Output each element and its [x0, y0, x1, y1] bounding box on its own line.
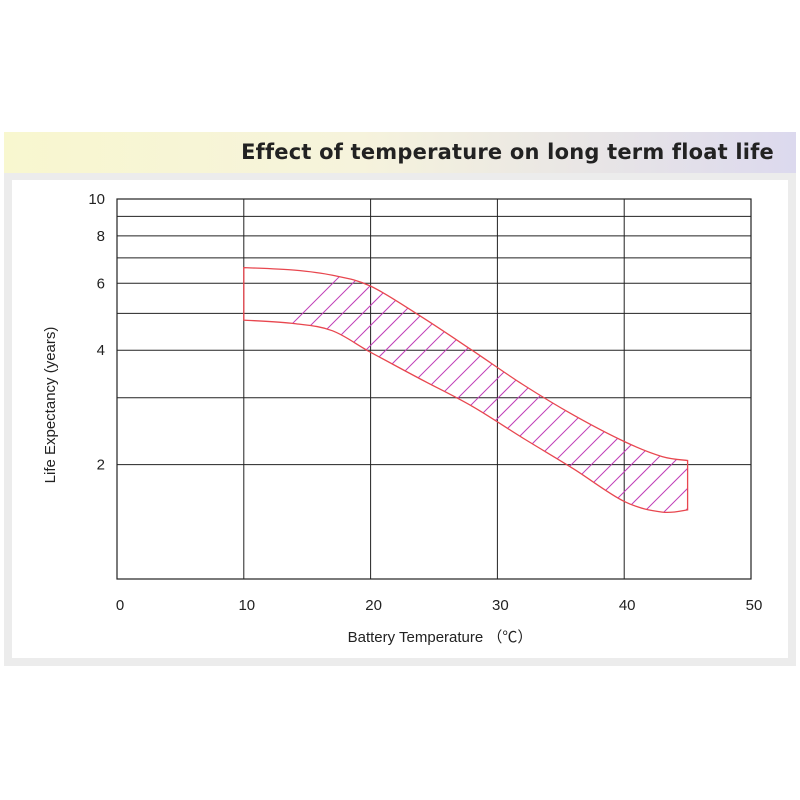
hatch-line	[243, 267, 638, 513]
hatch-line	[243, 267, 678, 513]
x-tick-label: 40	[619, 597, 636, 614]
hatch-line	[296, 267, 688, 513]
hatch-line	[516, 267, 688, 513]
hatch-line	[243, 267, 658, 513]
hatch-line	[243, 267, 558, 513]
hatch-line	[396, 267, 688, 513]
band-hatch	[243, 199, 800, 699]
hatch-line	[777, 199, 800, 699]
tick-labels: 0 10 20 30 40 50 2 4 6 8 10	[88, 191, 762, 614]
y-tick-label: 2	[97, 457, 105, 474]
hatch-line	[496, 267, 688, 513]
hatch-line	[336, 267, 688, 513]
hatch-line	[436, 267, 688, 513]
x-tick-label: 10	[238, 597, 255, 614]
hatch-line	[243, 267, 538, 513]
chart-title: Effect of temperature on long term float…	[241, 140, 774, 164]
hatch-line	[243, 267, 518, 513]
hatch-line	[256, 267, 688, 513]
life-expectancy-band	[243, 199, 800, 699]
plot-background	[12, 180, 788, 658]
x-tick-label: 0	[116, 597, 124, 614]
hatch-line	[243, 267, 418, 513]
x-axis-label: Battery Temperature （℃）	[348, 629, 533, 646]
hatch-line	[316, 267, 688, 513]
x-tick-label: 50	[746, 597, 763, 614]
y-tick-label: 8	[97, 228, 105, 245]
hatch-line	[676, 267, 688, 513]
title-bar	[4, 132, 796, 173]
hatch-line	[243, 267, 688, 513]
hatch-line	[697, 199, 800, 699]
hatch-line	[376, 267, 688, 513]
hatch-line	[556, 267, 688, 513]
hatch-line	[616, 267, 688, 513]
y-tick-label: 4	[97, 342, 105, 359]
hatch-line	[737, 199, 800, 699]
plot-frame	[116, 198, 752, 580]
hatch-line	[243, 267, 498, 513]
x-tick-label: 30	[492, 597, 509, 614]
hatch-line	[243, 267, 438, 513]
hatch-line	[416, 267, 688, 513]
y-tick-label: 10	[88, 191, 105, 208]
y-axis-label: Life Expectancy (years)	[42, 327, 59, 484]
hatch-line	[456, 267, 688, 513]
y-tick-label: 6	[97, 275, 105, 292]
hatch-line	[356, 267, 688, 513]
grid	[116, 198, 752, 580]
hatch-line	[636, 267, 688, 513]
hatch-line	[536, 267, 688, 513]
hatch-line	[717, 199, 800, 699]
hatch-line	[576, 267, 688, 513]
hatch-line	[656, 267, 688, 513]
hatch-line	[276, 267, 688, 513]
band-outline	[243, 266, 689, 514]
hatch-line	[243, 267, 688, 513]
x-tick-label: 20	[365, 597, 382, 614]
hatch-line	[243, 267, 478, 513]
hatch-line	[243, 267, 458, 513]
hatch-line	[757, 199, 800, 699]
hatch-line	[243, 267, 598, 513]
